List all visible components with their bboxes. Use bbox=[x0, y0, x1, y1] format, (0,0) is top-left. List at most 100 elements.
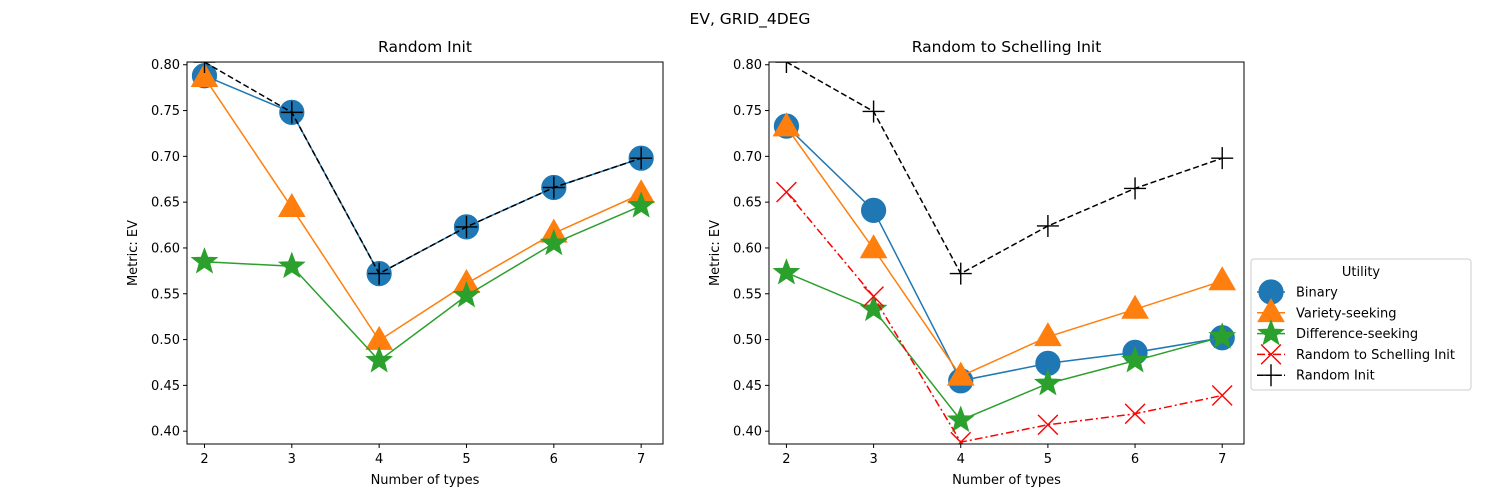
series-line bbox=[785, 125, 1223, 382]
y-tick-label: 0.65 bbox=[733, 196, 762, 211]
y-tick-label: 0.80 bbox=[151, 58, 180, 73]
data-point-x bbox=[776, 181, 797, 203]
data-point-plus bbox=[193, 62, 216, 73]
series-variety-seeking bbox=[190, 62, 655, 350]
data-point-star bbox=[946, 405, 975, 433]
data-point-x bbox=[1124, 403, 1146, 425]
data-point-star bbox=[1033, 368, 1062, 396]
data-point-triangle bbox=[1034, 322, 1062, 347]
y-tick-label: 0.60 bbox=[733, 241, 762, 256]
y-tick-label: 0.45 bbox=[151, 379, 180, 394]
y-axis-label: Metric: EV bbox=[126, 220, 141, 286]
data-point-triangle bbox=[859, 234, 888, 259]
legend-marker-star bbox=[1257, 318, 1285, 346]
x-tick-label: 4 bbox=[375, 452, 383, 467]
data-point-plus bbox=[775, 62, 798, 73]
data-point-star bbox=[1208, 322, 1237, 349]
y-tick-label: 0.80 bbox=[733, 58, 762, 73]
legend-label: Random to Schelling Init bbox=[1296, 348, 1455, 363]
chart-panel-random-to-schelling-init: Random to Schelling Init 2 3 4 5 6 7 0.40 0.45 0.… bbox=[708, 38, 1245, 488]
data-point-triangle bbox=[190, 62, 219, 87]
data-point-triangle bbox=[946, 361, 975, 386]
data-point-plus bbox=[368, 262, 391, 285]
x-tick-label: 2 bbox=[782, 452, 790, 467]
series-difference-seeking bbox=[190, 191, 656, 373]
series-binary bbox=[191, 63, 654, 287]
y-tick-label: 0.60 bbox=[151, 241, 180, 256]
legend-item-difference-seeking: Difference-seeking bbox=[1257, 318, 1418, 346]
x-tick-label: 6 bbox=[550, 452, 558, 467]
axes-frame bbox=[186, 61, 664, 445]
data-point-star bbox=[190, 247, 219, 274]
chart-panels: Random Init 2 3 4 5 6 7 0.40 0.45 0.50 0.55 0.60 0.6… bbox=[126, 38, 1245, 488]
y-tick-label: 0.75 bbox=[151, 104, 180, 119]
plot-area bbox=[190, 62, 656, 373]
data-point-plus bbox=[630, 147, 653, 170]
data-point-star bbox=[277, 251, 306, 279]
y-tick-label: 0.75 bbox=[733, 104, 762, 119]
y-tick-label: 0.70 bbox=[733, 150, 762, 165]
legend-label: Random Init bbox=[1296, 369, 1375, 384]
x-axis-label: Number of types bbox=[371, 473, 480, 488]
y-axis-label: Metric: EV bbox=[708, 220, 723, 286]
x-axis-label: Number of types bbox=[952, 473, 1061, 488]
data-point-plus bbox=[949, 262, 972, 285]
data-point-star bbox=[365, 346, 394, 373]
data-point-triangle bbox=[365, 325, 393, 350]
y-tick-label: 0.65 bbox=[151, 196, 180, 211]
x-tick-label: 4 bbox=[957, 452, 965, 467]
data-point-plus bbox=[455, 215, 478, 238]
series-line bbox=[786, 62, 1223, 275]
x-tick-label: 5 bbox=[462, 452, 470, 467]
series-difference-seeking bbox=[772, 258, 1237, 433]
x-tick-label: 7 bbox=[1218, 452, 1226, 467]
data-point-circle bbox=[860, 197, 887, 224]
data-point-plus bbox=[542, 176, 565, 199]
legend-item-random-to-schelling-init: Random to Schelling Init bbox=[1257, 344, 1455, 365]
y-tick-label: 0.40 bbox=[151, 425, 180, 440]
data-point-star bbox=[452, 280, 481, 308]
legend-label: Difference-seeking bbox=[1296, 327, 1418, 342]
legend-item-random-init: Random Init bbox=[1257, 364, 1375, 387]
legend: Utility Binary Variety-seeking Difference-s… bbox=[1250, 258, 1472, 391]
series-random-to-schelling-init bbox=[776, 181, 1233, 444]
data-point-star bbox=[859, 294, 888, 322]
series-random-init bbox=[775, 62, 1234, 285]
x-tick-label: 3 bbox=[869, 452, 877, 467]
y-tick-label: 0.50 bbox=[733, 333, 762, 348]
data-point-x bbox=[1211, 385, 1233, 406]
data-point-x bbox=[863, 286, 884, 307]
axes-frame bbox=[768, 61, 1245, 445]
series-random-init bbox=[193, 62, 653, 285]
chart-panel-random-init: Random Init 2 3 4 5 6 7 0.40 0.45 0.50 0.55 0.60 0.6… bbox=[126, 38, 664, 488]
y-tick-label: 0.55 bbox=[733, 287, 762, 302]
series-line bbox=[786, 272, 1223, 422]
y-tick-label: 0.55 bbox=[151, 287, 180, 302]
panel-title: Random Init bbox=[378, 38, 472, 56]
series-variety-seeking bbox=[772, 112, 1237, 386]
data-point-x bbox=[950, 431, 972, 444]
series-line bbox=[204, 62, 642, 275]
series-line bbox=[204, 205, 642, 362]
data-point-triangle bbox=[772, 112, 801, 137]
data-point-plus bbox=[280, 101, 303, 124]
data-point-plus bbox=[1036, 214, 1059, 237]
legend-marker-x bbox=[1260, 344, 1282, 365]
legend-item-variety-seeking: Variety-seeking bbox=[1257, 298, 1396, 323]
data-point-plus bbox=[862, 100, 885, 123]
y-tick-label: 0.40 bbox=[733, 425, 762, 440]
data-point-star bbox=[772, 258, 801, 285]
data-point-plus bbox=[1211, 147, 1234, 170]
legend-marker-plus bbox=[1260, 364, 1282, 387]
x-tick-label: 2 bbox=[200, 452, 208, 467]
data-point-triangle bbox=[277, 193, 306, 218]
x-tick-label: 3 bbox=[288, 452, 296, 467]
series-binary bbox=[773, 113, 1235, 394]
legend-frame bbox=[1250, 258, 1472, 391]
data-point-star bbox=[1121, 346, 1149, 373]
y-tick-label: 0.70 bbox=[151, 150, 180, 165]
x-tick-label: 5 bbox=[1044, 452, 1052, 467]
legend-label: Binary bbox=[1296, 286, 1338, 301]
panel-title: Random to Schelling Init bbox=[912, 38, 1102, 56]
x-tick-label: 6 bbox=[1131, 452, 1139, 467]
